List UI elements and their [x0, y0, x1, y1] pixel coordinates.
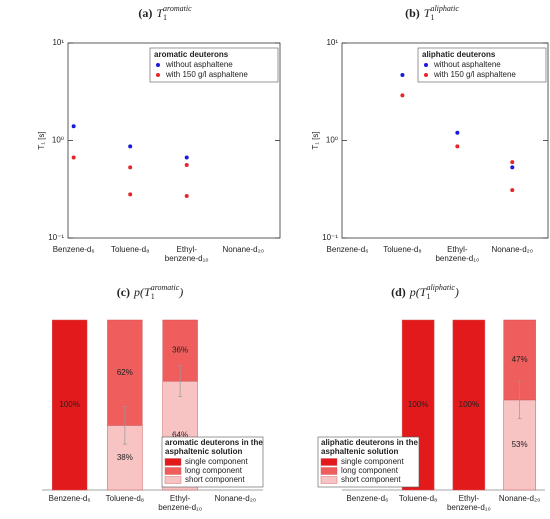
legend-title: aliphatic deuterons	[422, 50, 496, 59]
data-point	[128, 165, 133, 170]
bar-value-label: 36%	[172, 346, 188, 355]
data-point	[455, 144, 460, 149]
title-part: )	[178, 285, 183, 299]
x-tick-label: Benzene-d₆	[346, 494, 388, 503]
x-tick-label: Ethyl-benzene-d₁₀	[447, 494, 491, 512]
legend-title: aromatic deuterons	[154, 50, 229, 59]
x-tick-label: Toluene-d₈	[111, 245, 149, 254]
legend-label: without asphaltene	[433, 60, 501, 69]
x-tick-label: Ethyl-benzene-d₁₀	[158, 494, 202, 512]
title-part: )	[454, 285, 459, 299]
chart-title: (b) T1aliphatic	[405, 4, 459, 22]
title-part: (b)	[405, 6, 420, 20]
legend-title: aromatic deuterons in the asphaltenic sol…	[165, 438, 263, 456]
y-tick-label: 10⁰	[326, 136, 338, 145]
data-point	[455, 130, 460, 135]
y-tick-label: 10⁻¹	[322, 233, 338, 242]
x-tick-label: Benzene-d₆	[49, 494, 91, 503]
chart-title: (a) T1aromatic	[138, 4, 192, 22]
x-tick-label: Benzene-d₆	[327, 245, 369, 254]
title-part: T	[156, 6, 164, 20]
bar-segment	[452, 319, 486, 491]
legend-swatch	[164, 458, 182, 466]
legend-marker	[424, 73, 428, 77]
bar-value-label: 38%	[117, 453, 133, 462]
x-tick-label: Ethyl-benzene-d₁₀	[435, 245, 479, 263]
data-point	[71, 155, 76, 160]
data-point	[128, 192, 133, 197]
data-point	[71, 124, 76, 129]
y-tick-label: 10⁻¹	[48, 233, 64, 242]
x-tick-label: Nonane-d₂₀	[222, 245, 264, 254]
legend-label: short component	[341, 475, 401, 484]
title-part: (d)	[391, 285, 406, 299]
legend-label: without asphaltene	[165, 60, 233, 69]
legend-label: single component	[185, 457, 248, 466]
legend-swatch	[320, 458, 338, 466]
y-axis-label: T₁ [s]	[311, 131, 320, 149]
data-point	[510, 160, 515, 165]
data-point	[400, 72, 405, 77]
legend-label: with 150 g/l asphaltene	[165, 70, 248, 79]
title-part: (c)	[117, 285, 130, 299]
x-tick-label: Nonane-d₂₀	[215, 494, 257, 503]
chart-title: (c) p(T1aromatic)	[117, 283, 184, 301]
legend-swatch	[320, 467, 338, 475]
bar-value-label: 100%	[408, 400, 428, 409]
y-tick-label: 10⁰	[52, 136, 64, 145]
bar-value-label: 100%	[59, 400, 79, 409]
y-tick-label: 10¹	[52, 38, 64, 47]
data-point	[184, 155, 189, 160]
legend-marker	[156, 63, 160, 67]
bar-value-label: 47%	[512, 355, 528, 364]
data-point	[128, 144, 133, 149]
title-part: p(T	[409, 285, 428, 299]
legend-label: long component	[341, 466, 399, 475]
title-part: 1	[430, 13, 434, 22]
legend-swatch	[320, 476, 338, 484]
legend-box	[417, 47, 547, 83]
bar-value-label: 64%	[172, 431, 188, 440]
title-part: (a)	[138, 6, 152, 20]
data-point	[184, 163, 189, 168]
title-part: aliphatic	[430, 4, 459, 13]
legend-swatch	[164, 476, 182, 484]
bar-segment	[51, 319, 88, 491]
title-part: aliphatic	[426, 283, 455, 292]
x-tick-label: Nonane-d₂₀	[492, 245, 534, 254]
title-part: aromatic	[163, 4, 192, 13]
legend-label: with 150 g/l asphaltene	[433, 70, 516, 79]
title-part: aromatic	[151, 283, 180, 292]
y-axis-label: T₁ [s]	[37, 131, 46, 149]
bar-value-label: 53%	[512, 440, 528, 449]
legend-title: aliphatic deuterons in the asphaltenic so…	[321, 438, 418, 456]
title-part: p(T	[133, 285, 152, 299]
legend-label: short component	[185, 475, 245, 484]
x-tick-label: Toluene-d₈	[383, 245, 421, 254]
x-tick-label: Benzene-d₆	[53, 245, 95, 254]
legend-marker	[156, 73, 160, 77]
y-tick-label: 10¹	[326, 38, 338, 47]
x-tick-label: Toluene-d₈	[399, 494, 437, 503]
data-point	[510, 165, 515, 170]
data-point	[184, 193, 189, 198]
data-point	[510, 188, 515, 193]
legend-marker	[424, 63, 428, 67]
x-tick-label: Toluene-d₈	[106, 494, 144, 503]
bar-value-label: 62%	[117, 368, 133, 377]
title-part: 1	[151, 292, 155, 301]
chart-title: (d) p(T1aliphatic)	[391, 283, 459, 301]
x-tick-label: Nonane-d₂₀	[499, 494, 541, 503]
data-point	[400, 93, 405, 98]
title-part: T	[424, 6, 432, 20]
x-tick-label: Ethyl-benzene-d₁₀	[165, 245, 209, 263]
title-part: 1	[163, 13, 167, 22]
legend-swatch	[164, 467, 182, 475]
legend-box	[149, 47, 279, 83]
bar-value-label: 100%	[459, 400, 479, 409]
legend-label: long component	[185, 466, 243, 475]
legend-label: single component	[341, 457, 404, 466]
title-part: 1	[426, 292, 430, 301]
